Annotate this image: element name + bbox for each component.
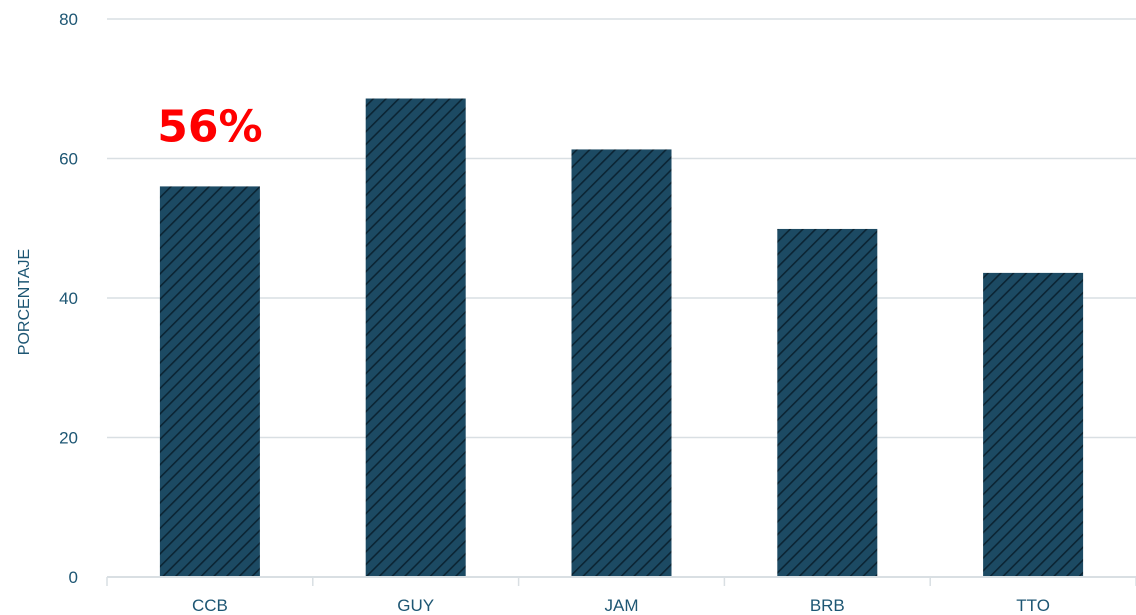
bar-brb [777,228,878,577]
x-tick-label: BRB [810,596,845,615]
x-tick-label: TTO [1016,596,1050,615]
labels: PORCENTAJE 0 20 40 60 80 CCB GUY JAM BRB TTO 56% [16,10,1050,615]
x-tick-label: JAM [605,596,639,615]
bar-tto [983,272,1084,577]
bar-annotation: 56% [157,101,262,152]
x-tick-label: CCB [192,596,228,615]
bar-guy [365,98,466,577]
axes [106,576,1136,586]
y-tick-label: 80 [59,10,78,29]
y-tick-label: 20 [59,429,78,448]
bars [159,98,1084,577]
y-axis-title: PORCENTAJE [16,249,33,355]
bar-jam [571,149,672,577]
x-tick-label: GUY [397,596,434,615]
y-tick-label: 60 [59,150,78,169]
y-tick-label: 40 [59,289,78,308]
bar-ccb [159,186,260,577]
y-tick-label: 0 [69,568,78,587]
